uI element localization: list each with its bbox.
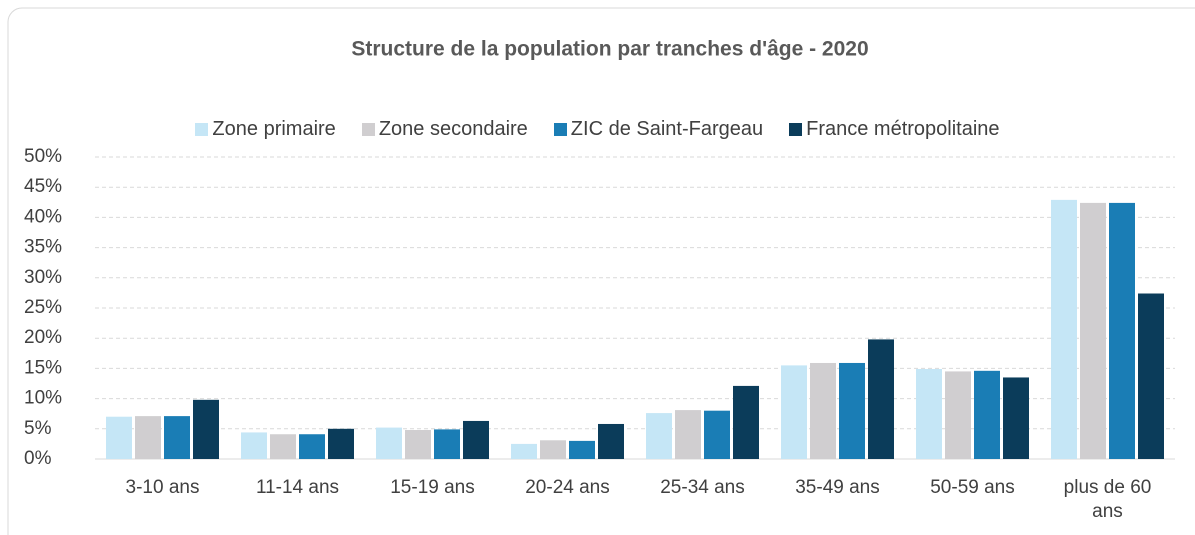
bar [733, 385, 759, 459]
x-tick-label: 15-19 ans [390, 477, 475, 498]
bar [463, 420, 489, 459]
bar [646, 413, 672, 459]
bar [675, 410, 701, 459]
bar [1080, 202, 1106, 460]
legend-swatch [361, 123, 375, 136]
bar [434, 429, 460, 459]
y-tick-label: 50% [24, 146, 62, 167]
x-tick-label: 11-14 ans [255, 477, 340, 498]
bar [164, 416, 190, 459]
y-tick-label: 15% [24, 357, 62, 378]
bar [868, 339, 894, 459]
bar [1051, 199, 1077, 459]
y-tick-label: 20% [24, 327, 62, 348]
legend-swatch [195, 123, 209, 136]
y-tick-label: 35% [24, 237, 62, 258]
bar [540, 440, 566, 459]
bar [241, 432, 267, 459]
legend-label: Zone primaire [212, 118, 336, 140]
bar [328, 428, 354, 459]
bar [781, 365, 807, 459]
y-tick-label: 10% [24, 388, 62, 409]
bar [405, 430, 431, 459]
x-tick-label: 25-34 ans [660, 477, 745, 498]
x-tick-label: 20-24 ans [525, 477, 610, 498]
bar [1109, 202, 1135, 460]
legend-item: Zone primaire [195, 118, 336, 141]
y-tick-label: 0% [24, 448, 52, 469]
bar [135, 416, 161, 459]
legend-label: Zone secondaire [378, 118, 528, 140]
bar [1003, 377, 1029, 459]
chart-title: Structure de la population par tranches … [351, 38, 868, 61]
y-tick-label: 45% [24, 176, 62, 197]
bar [704, 410, 730, 459]
frame [7, 7, 1195, 535]
legend-item: ZIC de Saint-Fargeau [553, 118, 764, 141]
y-tick-label: 40% [24, 206, 62, 227]
bar [974, 370, 1000, 459]
bar [569, 440, 595, 459]
x-tick-label: plus de 60 ans [1063, 477, 1152, 522]
legend-item: France métropolitaine [789, 118, 1000, 141]
bar [376, 427, 402, 459]
bar [810, 362, 836, 459]
legend: Zone primaire Zone secondaire ZIC de Saint… [0, 118, 1195, 141]
x-tick-label: 3-10 ans [125, 477, 200, 498]
legend-label: ZIC de Saint-Fargeau [570, 118, 764, 140]
bar [270, 434, 296, 459]
x-tick-label: 50-59 ans [930, 477, 1015, 498]
bar [1138, 293, 1164, 459]
y-tick-label: 30% [24, 267, 62, 288]
bar [511, 443, 537, 459]
x-tick-label: 35-49 ans [795, 477, 880, 498]
y-tick-label: 25% [24, 297, 62, 318]
legend-item: Zone secondaire [361, 118, 528, 141]
bar [299, 434, 325, 459]
bar [916, 369, 942, 459]
y-tick-label: 5% [24, 418, 52, 439]
bar [839, 362, 865, 459]
legend-label: France métropolitaine [806, 118, 1000, 140]
bar [193, 399, 219, 459]
bar [106, 416, 132, 459]
legend-swatch [789, 123, 803, 136]
bar [945, 371, 971, 459]
bar [598, 423, 624, 459]
legend-swatch [553, 123, 567, 136]
